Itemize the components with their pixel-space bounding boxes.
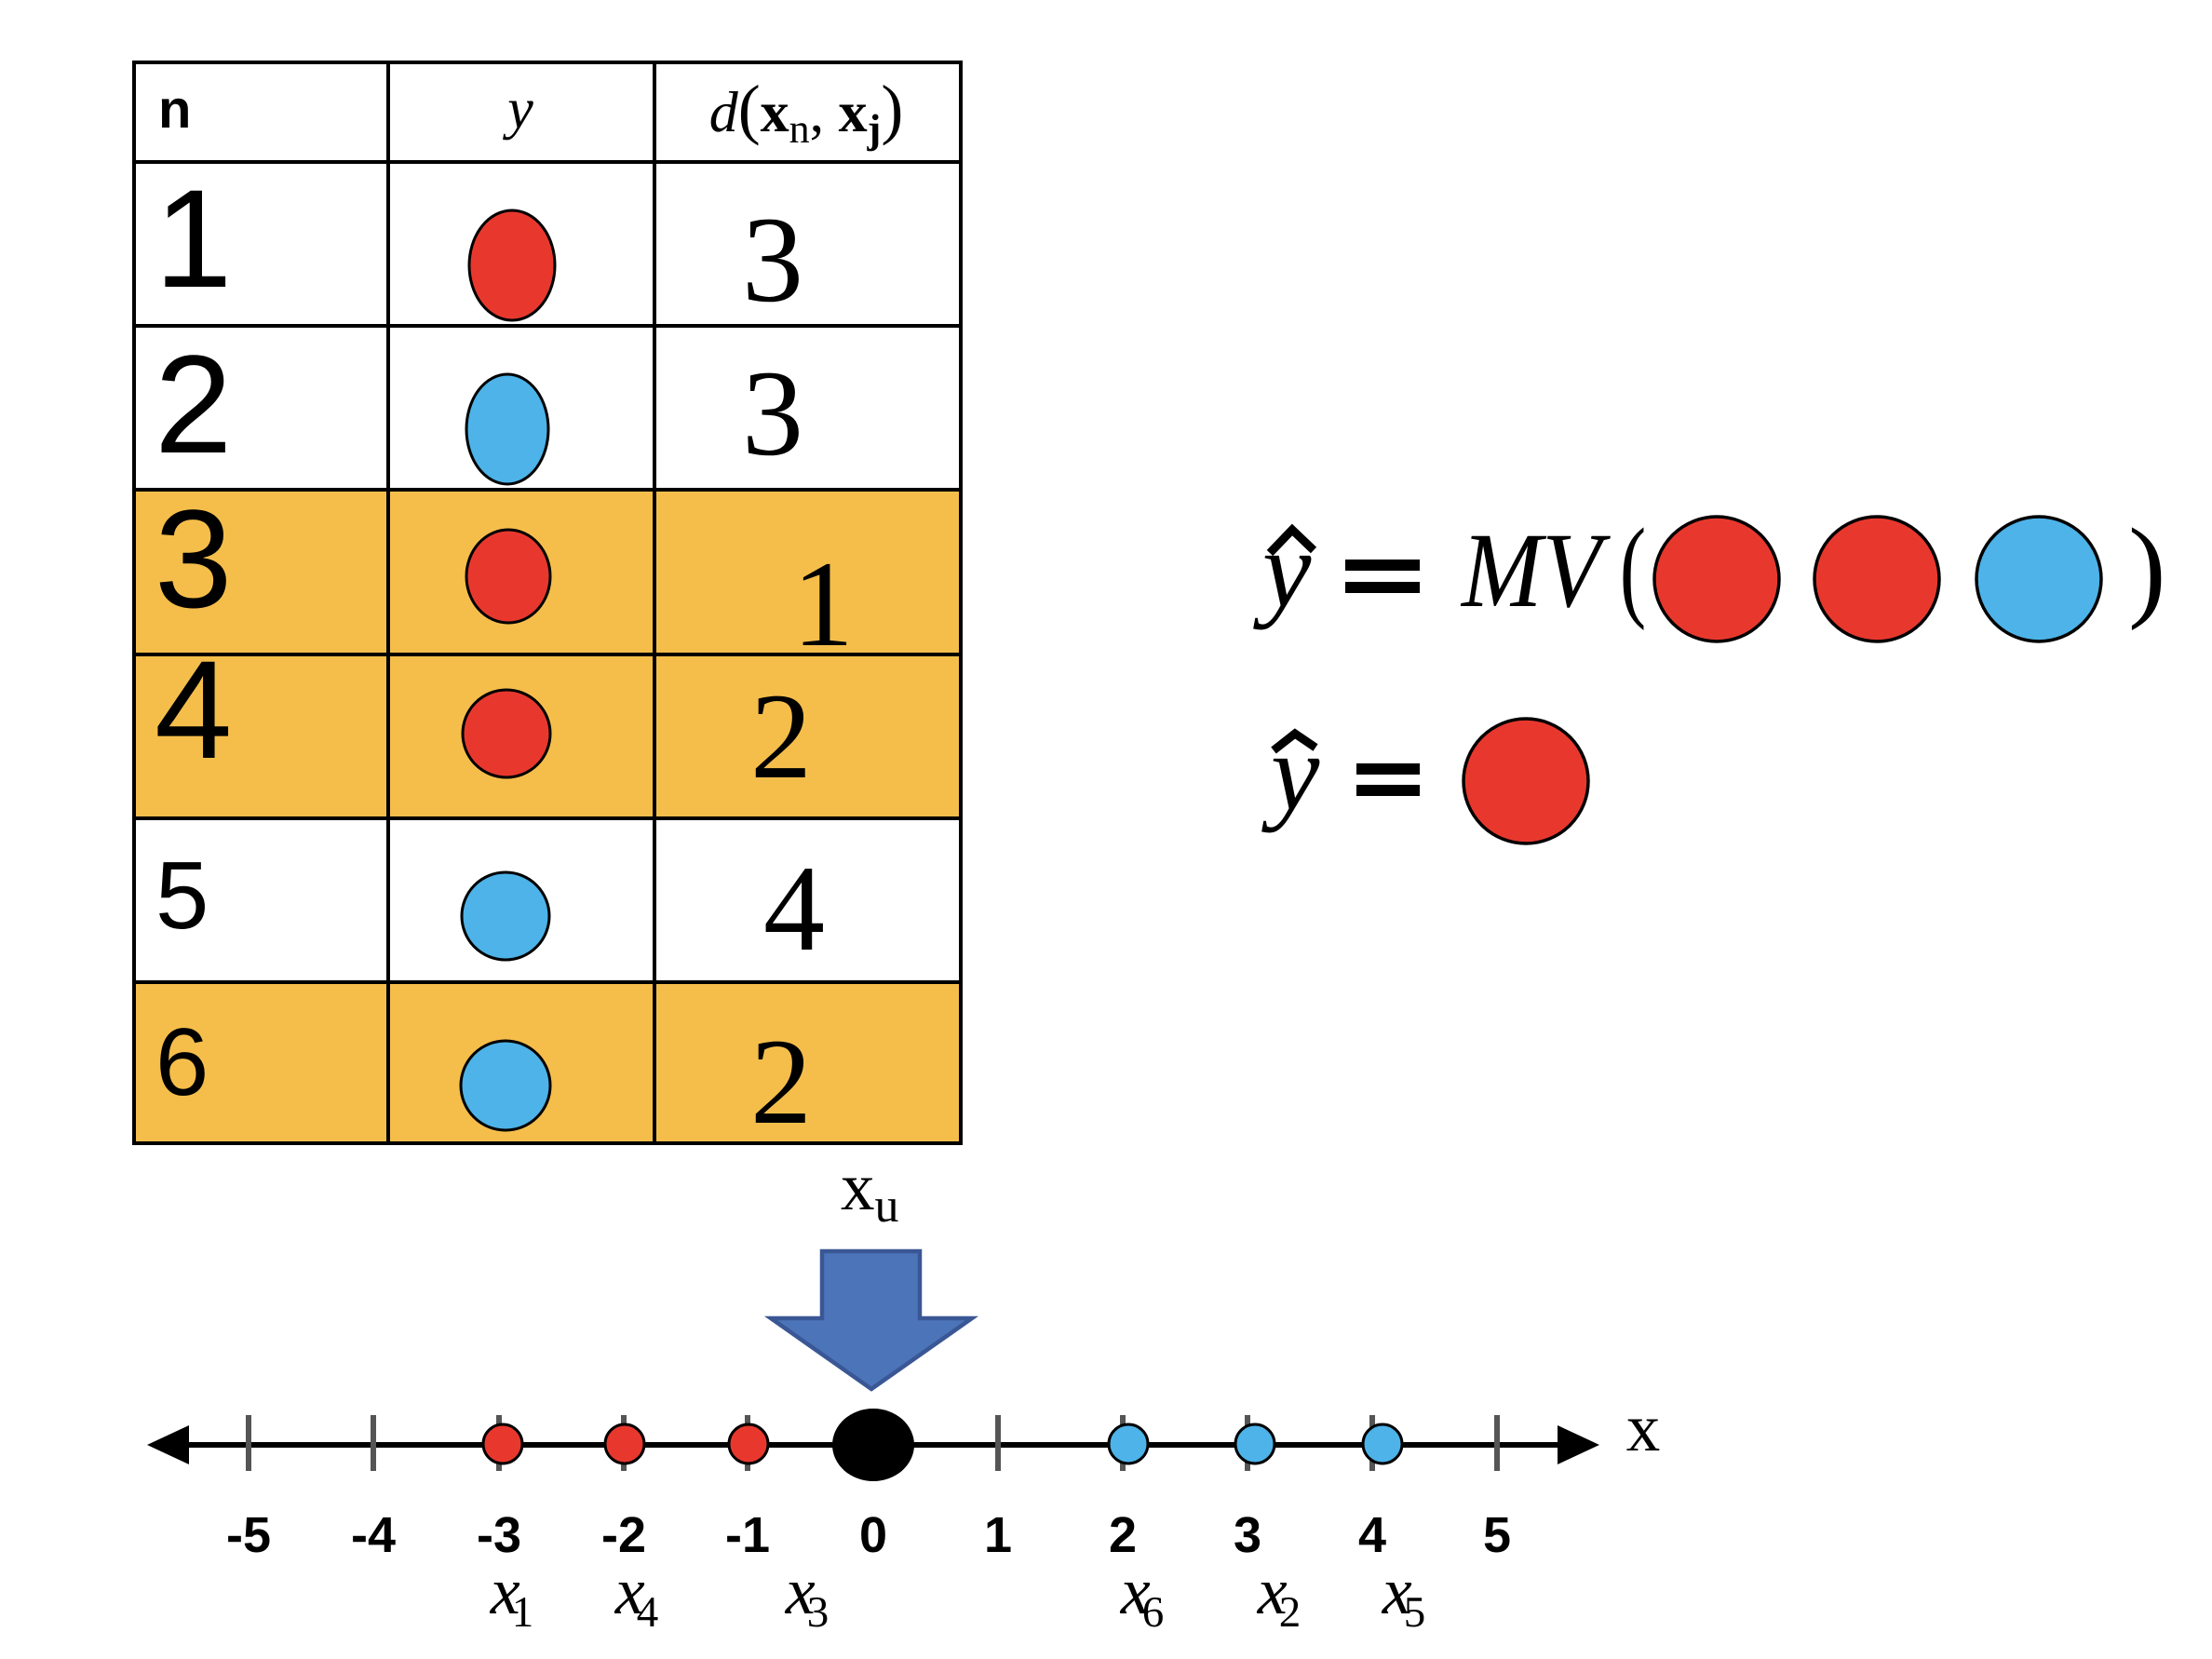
svg-text:3: 3 (742, 344, 803, 481)
svg-text:x5: x5 (1382, 1554, 1425, 1637)
svg-text:xu: xu (841, 1149, 899, 1233)
svg-text:4: 4 (763, 840, 825, 977)
svg-text:5: 5 (1483, 1507, 1511, 1563)
svg-text:4: 4 (1358, 1507, 1386, 1563)
svg-text:x: x (1626, 1390, 1661, 1465)
svg-text:d(xn, xj): d(xn, xj) (709, 72, 904, 152)
svg-text:6: 6 (155, 1008, 209, 1115)
svg-text:2: 2 (155, 326, 232, 482)
svg-text:y: y (1261, 711, 1320, 833)
svg-text:x1: x1 (490, 1554, 533, 1637)
svg-text:3: 3 (155, 480, 232, 637)
svg-text:x3: x3 (785, 1554, 829, 1637)
svg-text:1: 1 (792, 535, 854, 672)
svg-text:n: n (158, 79, 191, 140)
svg-text:1: 1 (984, 1507, 1012, 1563)
svg-text:-5: -5 (226, 1507, 271, 1563)
svg-text:(: ( (1620, 506, 1646, 631)
svg-text:x2: x2 (1257, 1554, 1301, 1637)
svg-text:MV: MV (1460, 511, 1611, 629)
svg-text:1: 1 (155, 160, 232, 317)
svg-text:3: 3 (1234, 1507, 1261, 1563)
svg-text:): ) (2128, 506, 2166, 631)
svg-text:x4: x4 (614, 1554, 658, 1637)
svg-text:-1: -1 (725, 1507, 770, 1563)
svg-text:y: y (502, 77, 533, 141)
svg-text:0: 0 (859, 1507, 887, 1563)
svg-text:-4: -4 (351, 1507, 396, 1563)
svg-text:5: 5 (155, 842, 209, 949)
svg-text:4: 4 (155, 631, 232, 788)
svg-text:2: 2 (750, 1013, 812, 1150)
svg-text:x6: x6 (1120, 1554, 1164, 1637)
svg-text:3: 3 (742, 191, 803, 328)
svg-text:-3: -3 (477, 1507, 521, 1563)
svg-text:2: 2 (1109, 1507, 1137, 1563)
svg-text:y: y (1253, 508, 1312, 630)
svg-text:-2: -2 (601, 1507, 646, 1563)
svg-text:2: 2 (750, 668, 812, 804)
